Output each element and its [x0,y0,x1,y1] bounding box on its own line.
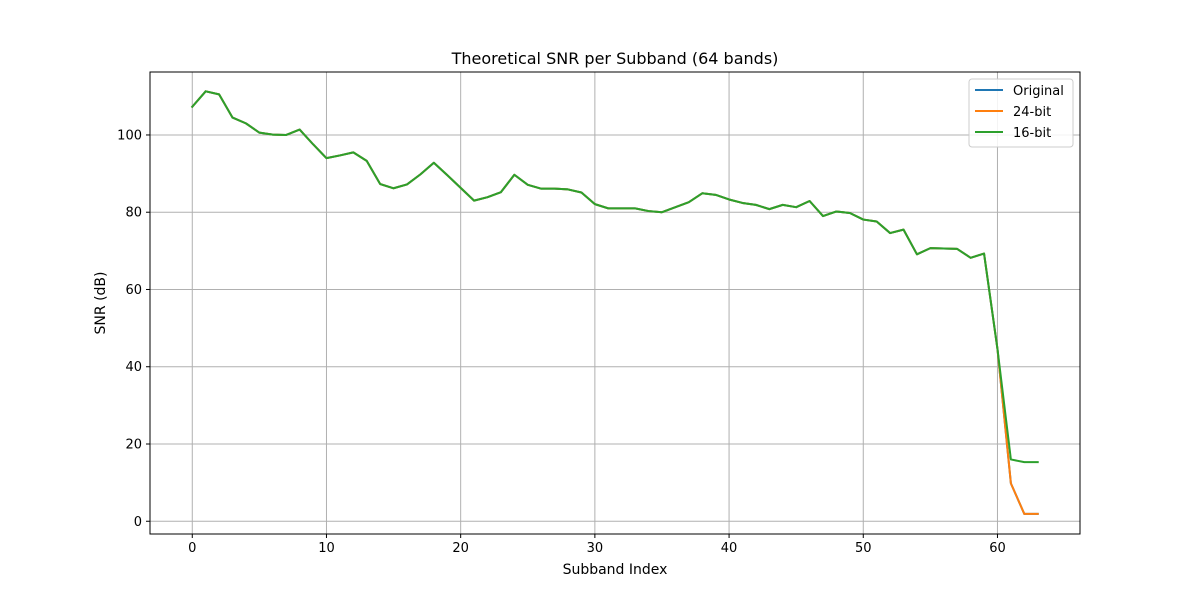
y-tick-label: 80 [125,206,142,221]
y-axis: 0 20 40 60 80 100 [117,128,150,530]
legend-label-original: Original [1013,84,1064,99]
series-lines [190,90,1039,515]
chart-title: Theoretical SNR per Subband (64 bands) [451,49,779,68]
x-tick-label: 50 [855,541,872,556]
x-tick-label: 60 [989,541,1006,556]
plot-frame [149,71,1081,535]
series-line-16-bit [190,90,1039,464]
x-tick-label: 10 [318,541,335,556]
x-tick-label: 40 [721,541,738,556]
y-tick-label: 0 [134,515,142,530]
legend-label-16-bit: 16-bit [1013,126,1051,141]
y-tick-label: 20 [125,437,142,452]
legend: Original 24-bit 16-bit [968,78,1074,148]
y-tick-label: 100 [117,128,142,143]
x-axis-label: Subband Index [563,562,668,578]
x-tick-label: 30 [587,541,604,556]
x-tick-label: 0 [188,541,196,556]
legend-box [968,78,1074,148]
y-tick-label: 40 [125,360,142,375]
grid [150,72,1080,534]
x-axis: 0 10 20 30 40 50 60 [188,534,1006,556]
y-tick-label: 60 [125,283,142,298]
x-tick-label: 20 [452,541,469,556]
legend-label-24-bit: 24-bit [1013,105,1051,120]
y-axis-label: SNR (dB) [93,272,109,335]
